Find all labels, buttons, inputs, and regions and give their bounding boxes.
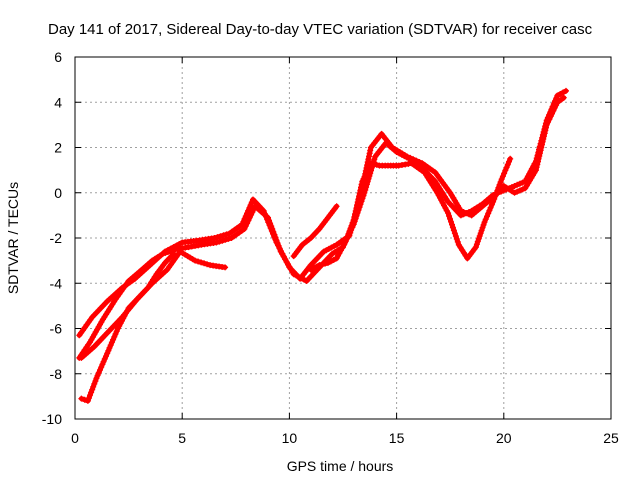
series-markers [78, 250, 177, 404]
series-line [76, 95, 567, 338]
series-markers [76, 94, 567, 339]
series-markers [307, 155, 514, 273]
grid-layer [75, 57, 611, 419]
series-track-f [290, 203, 340, 260]
series-track-d [78, 250, 177, 404]
x-tick-label: 15 [389, 430, 405, 446]
y-tick-label: 6 [54, 49, 62, 65]
series-track-a [76, 94, 567, 339]
y-tick-label: 0 [54, 185, 62, 201]
x-tick-label: 5 [178, 430, 186, 446]
y-tick-label: -8 [50, 366, 63, 382]
x-tick-label: 0 [71, 430, 79, 446]
x-axis-label: GPS time / hours [287, 458, 394, 474]
series-track-e [307, 155, 514, 273]
tick-layer: 0 5 10 15 20 25 -10 -8 -6 -4 -2 0 2 4 6 [42, 49, 619, 446]
x-tick-label: 25 [603, 430, 619, 446]
y-tick-label: 4 [54, 94, 62, 110]
y-tick-label: -6 [50, 321, 63, 337]
x-tick-label: 10 [282, 430, 298, 446]
chart-title: Day 141 of 2017, Sidereal Day-to-day VTE… [48, 21, 593, 38]
y-tick-label: 2 [54, 140, 62, 156]
y-tick-label: -2 [50, 230, 63, 246]
series-markers [290, 203, 340, 260]
series-layer [76, 87, 569, 404]
x-tick-label: 20 [496, 430, 512, 446]
y-tick-label: -10 [42, 411, 62, 427]
y-tick-label: -4 [50, 275, 63, 291]
y-axis-label: SDTVAR / TECUs [5, 182, 21, 294]
